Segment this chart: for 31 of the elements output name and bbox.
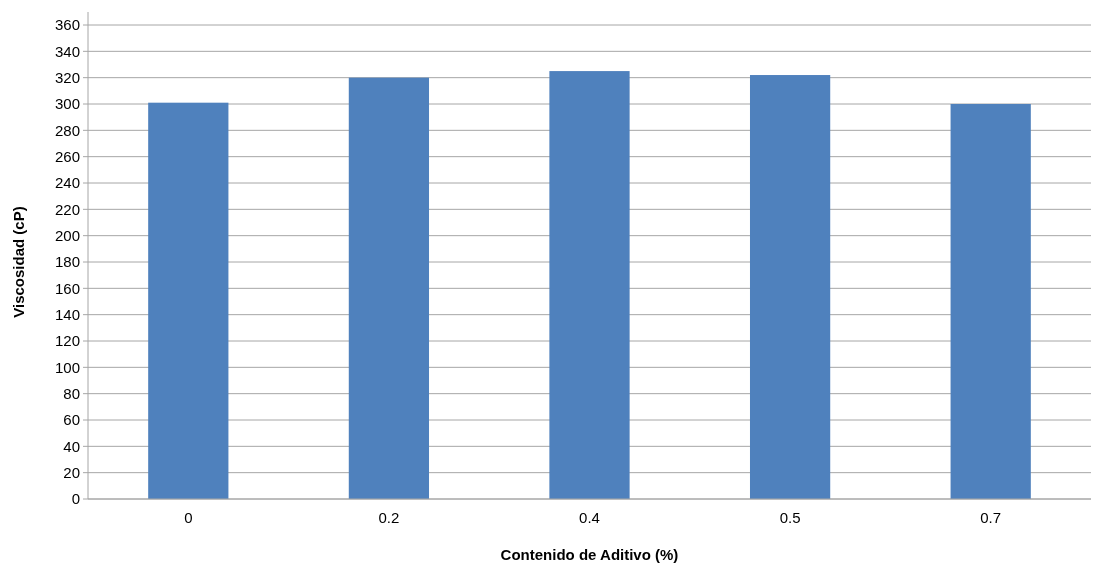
y-tick-label: 300 [54,95,80,113]
y-tick-label: 240 [54,174,80,192]
y-tick-label: 0 [71,490,80,508]
bar [749,75,831,499]
y-tick-label: 360 [54,16,80,34]
y-tick-label: 200 [54,226,80,244]
y-tick-label: 120 [54,332,80,350]
bar [348,77,430,499]
x-tick-label: 0.2 [378,509,400,526]
y-tick-label: 160 [54,279,80,297]
x-tick-label: 0.7 [980,509,1002,526]
y-tick-label: 40 [63,437,80,455]
y-tick-label: 100 [54,358,80,376]
x-axis-title: Contenido de Aditivo (%) [500,546,679,563]
bar [148,102,229,499]
bar [549,71,630,499]
x-tick-label: 0 [184,509,193,526]
bar [950,104,1031,499]
y-tick-label: 280 [54,121,80,139]
x-tick-label: 0.5 [779,509,801,526]
y-tick-label: 260 [54,147,80,165]
x-tick-label: 0.4 [579,509,600,526]
y-tick-label: 220 [54,200,80,218]
y-tick-label: 320 [54,68,80,86]
y-tick-label: 140 [54,305,80,323]
y-tick-label: 340 [54,42,80,60]
y-tick-label: 80 [63,384,80,402]
y-axis-title: Viscosidad (cP) [10,206,27,318]
y-tick-label: 60 [63,411,80,429]
y-tick-label: 180 [54,253,80,271]
y-tick-label: 20 [63,463,80,481]
